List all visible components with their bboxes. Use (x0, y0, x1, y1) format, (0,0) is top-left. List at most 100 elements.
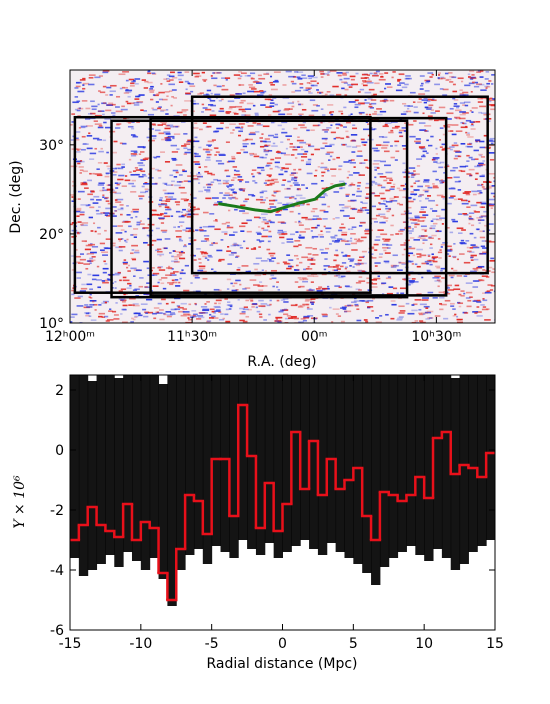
noise (171, 180, 175, 183)
noise (424, 125, 432, 127)
noise (168, 75, 175, 78)
noise (77, 107, 84, 110)
noise (80, 253, 85, 255)
noise (335, 254, 339, 257)
noise (310, 210, 315, 213)
noise (176, 254, 183, 256)
noise (481, 308, 489, 311)
noise (71, 200, 75, 202)
noise (321, 187, 329, 190)
noise (115, 302, 118, 304)
noise (149, 87, 154, 90)
noise (343, 126, 347, 128)
noise (450, 130, 454, 132)
noise (437, 77, 440, 79)
noise (456, 321, 463, 323)
noise (312, 254, 319, 256)
noise (233, 242, 237, 245)
noise (293, 245, 299, 248)
noise (385, 171, 393, 174)
noise (485, 71, 490, 73)
noise (400, 184, 405, 187)
noise (379, 192, 385, 195)
noise (70, 139, 74, 141)
noise (139, 197, 143, 200)
noise (102, 281, 109, 284)
realization-band (477, 375, 487, 546)
noise (439, 217, 446, 220)
noise (323, 265, 330, 267)
noise (457, 198, 463, 200)
realization-band (273, 375, 283, 558)
noise (451, 76, 457, 79)
noise (429, 227, 433, 230)
noise (261, 156, 267, 159)
noise (300, 77, 308, 80)
noise (402, 148, 407, 150)
noise (281, 233, 288, 235)
noise (334, 234, 338, 237)
noise (301, 74, 306, 77)
noise (163, 247, 168, 250)
noise (133, 211, 139, 213)
noise (261, 213, 268, 216)
noise (99, 91, 106, 94)
noise (144, 157, 150, 159)
noise (205, 197, 212, 200)
noise (371, 205, 376, 208)
noise (377, 184, 383, 187)
noise (90, 190, 95, 192)
noise (154, 129, 161, 132)
noise (248, 270, 251, 273)
noise (448, 255, 451, 257)
noise (294, 89, 302, 92)
noise (346, 145, 352, 148)
noise (453, 243, 456, 245)
noise (230, 189, 234, 191)
noise (254, 274, 262, 277)
noise (165, 208, 172, 211)
noise (211, 139, 216, 141)
realization-band (123, 375, 133, 552)
noise (85, 204, 89, 207)
noise (375, 214, 380, 217)
noise (94, 123, 102, 125)
noise (88, 74, 96, 76)
realization-band (167, 375, 177, 606)
noise (102, 71, 109, 74)
noise (490, 142, 494, 145)
noise (373, 149, 380, 152)
noise (374, 183, 381, 186)
noise (197, 269, 204, 272)
noise (77, 115, 81, 117)
noise (364, 209, 370, 211)
noise (215, 151, 220, 153)
noise (350, 134, 358, 136)
noise (222, 197, 226, 199)
noise (478, 253, 483, 255)
noise (441, 149, 445, 151)
noise (85, 244, 93, 247)
noise (245, 270, 251, 273)
noise (302, 319, 307, 322)
noise (218, 99, 222, 102)
noise (73, 210, 81, 213)
noise (189, 85, 196, 88)
noise (276, 262, 280, 265)
noise (114, 192, 122, 195)
noise (410, 185, 414, 188)
noise (426, 100, 431, 102)
noise (286, 138, 291, 141)
noise (120, 108, 128, 111)
noise (365, 113, 368, 116)
noise (449, 231, 454, 234)
noise (259, 316, 263, 318)
noise (108, 102, 114, 105)
noise (291, 82, 297, 85)
noise (449, 107, 454, 110)
noise (409, 237, 415, 239)
noise (241, 311, 246, 313)
noise (86, 135, 93, 137)
noise (74, 148, 82, 150)
noise (416, 165, 421, 167)
